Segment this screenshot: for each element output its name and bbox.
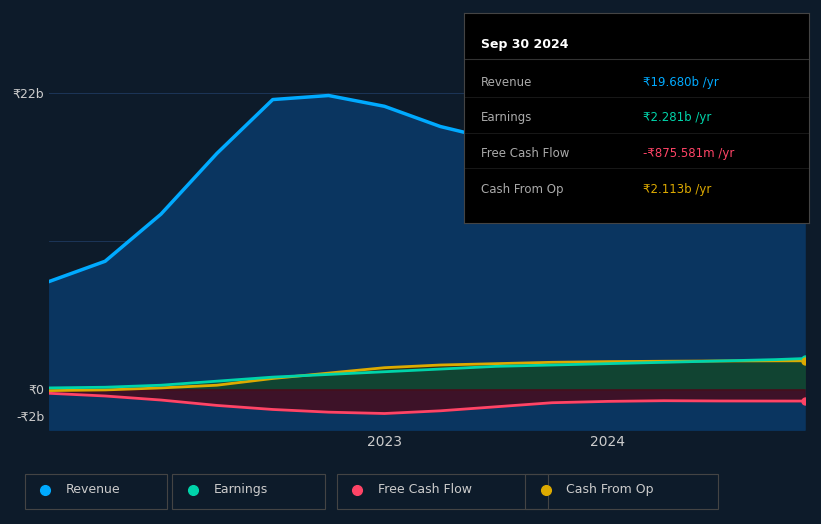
Text: Revenue: Revenue (481, 76, 533, 89)
Text: Sep 30 2024: Sep 30 2024 (481, 38, 569, 51)
Text: Earnings: Earnings (481, 112, 533, 124)
Text: -₹875.581m /yr: -₹875.581m /yr (643, 147, 735, 160)
Text: Cash From Op: Cash From Op (566, 484, 654, 496)
Text: Revenue: Revenue (66, 484, 121, 496)
Text: Past: Past (771, 64, 797, 77)
Text: Earnings: Earnings (213, 484, 268, 496)
Text: ₹19.680b /yr: ₹19.680b /yr (643, 76, 719, 89)
Text: Free Cash Flow: Free Cash Flow (378, 484, 471, 496)
Text: ₹2.113b /yr: ₹2.113b /yr (643, 183, 712, 195)
Text: Free Cash Flow: Free Cash Flow (481, 147, 570, 160)
Bar (545, 52, 805, 430)
Text: Cash From Op: Cash From Op (481, 183, 563, 195)
Text: ₹2.281b /yr: ₹2.281b /yr (643, 112, 712, 124)
